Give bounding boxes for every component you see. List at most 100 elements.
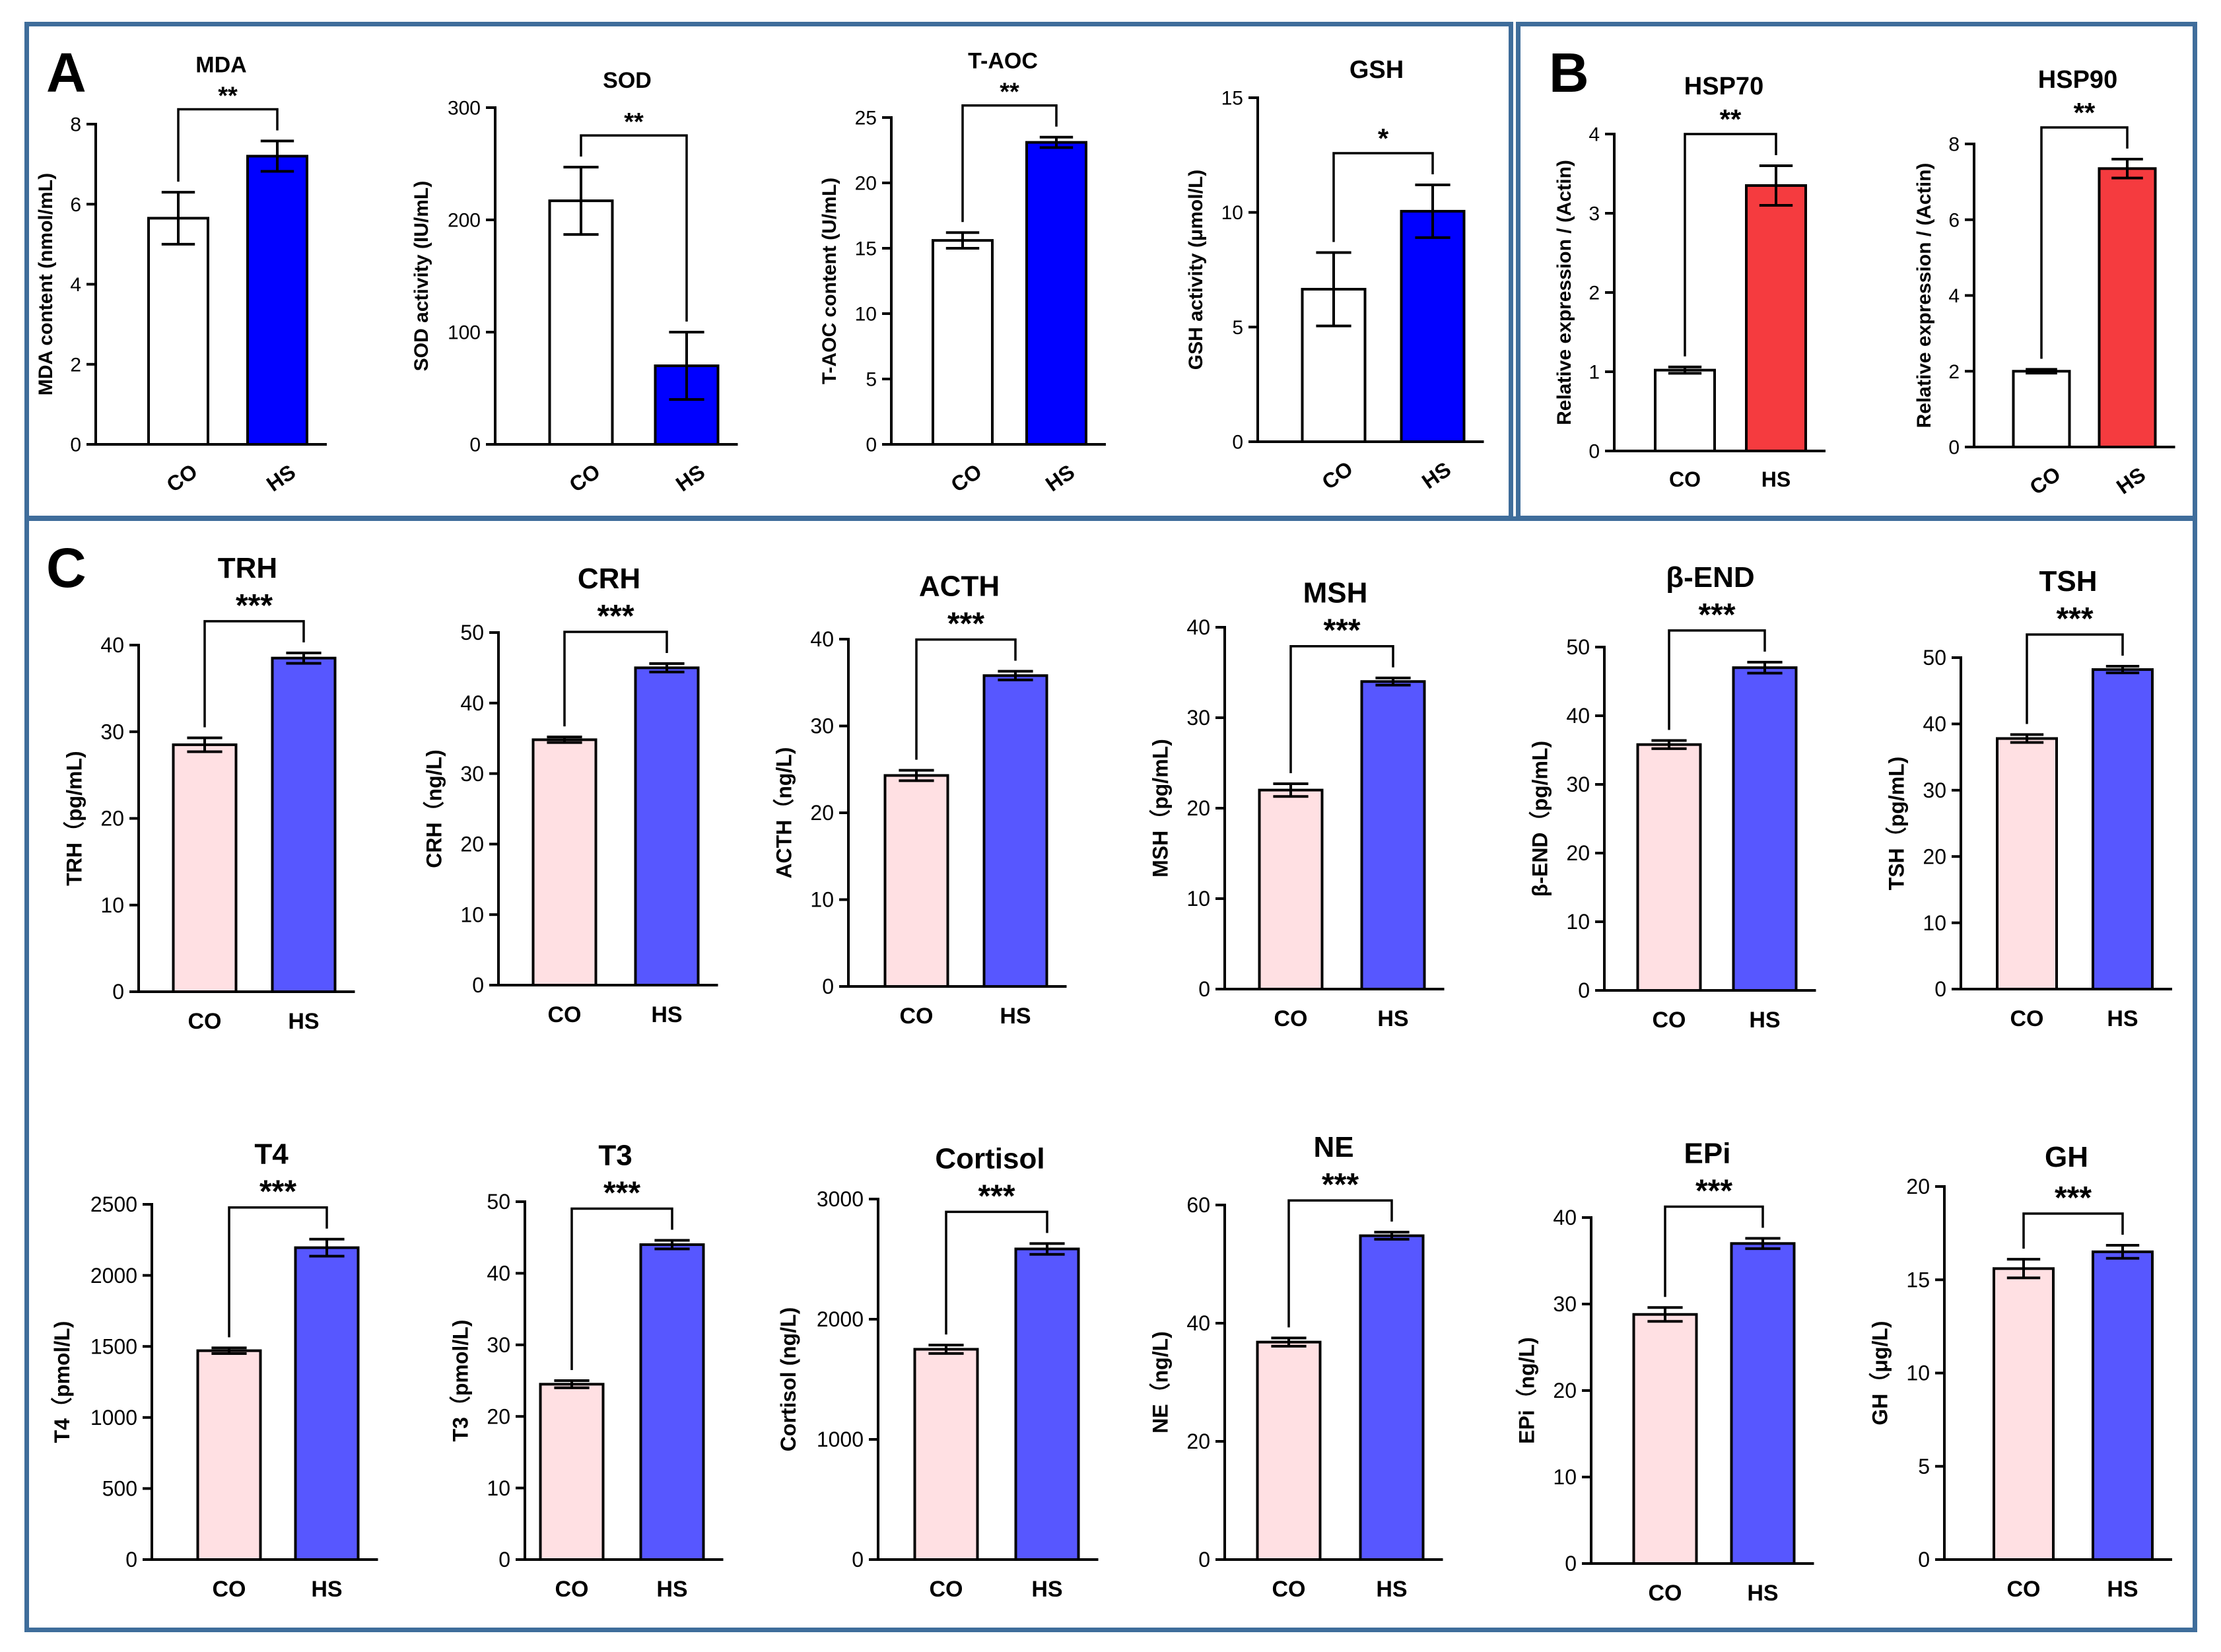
cortisol-x-label-hs: HS bbox=[1031, 1577, 1062, 1602]
gh-y-tick-label: 10 bbox=[1906, 1361, 1930, 1385]
t4-x-label-hs: HS bbox=[311, 1577, 342, 1602]
gsh-y-tick-label: 5 bbox=[1232, 317, 1243, 339]
crh-x-label-co: CO bbox=[548, 1002, 582, 1027]
sod-y-label: SOD activity (IU/mL) bbox=[411, 181, 432, 371]
mda-bar-hs bbox=[246, 155, 308, 446]
t3-x-label-hs: HS bbox=[656, 1577, 687, 1602]
crh-significance-label: *** bbox=[597, 599, 634, 634]
cortisol-y-label: Cortisol (ng/L) bbox=[776, 1307, 800, 1452]
crh-y-label: CRH（ng/L) bbox=[423, 749, 446, 868]
taoc-y-tick-label: 25 bbox=[855, 108, 877, 129]
hsp70-bar-hs bbox=[1745, 184, 1807, 452]
mda-y-tick-label: 6 bbox=[70, 194, 81, 216]
t3-y-tick-label: 10 bbox=[487, 1476, 510, 1500]
hsp70-y-tick-label: 1 bbox=[1589, 362, 1600, 384]
cortisol-bar-hs bbox=[1014, 1247, 1080, 1562]
epi-y-tick-label: 0 bbox=[1565, 1552, 1577, 1575]
hsp70-y-label: Relative expression / (Actin) bbox=[1554, 160, 1575, 425]
acth-bar-hs bbox=[982, 674, 1048, 988]
sod-y-tick-label: 100 bbox=[448, 322, 481, 344]
crh-y-tick-label: 0 bbox=[472, 973, 484, 997]
acth-y-tick-label: 30 bbox=[810, 714, 834, 738]
crh-y-tick-label: 50 bbox=[460, 621, 484, 644]
trh-x-label-hs: HS bbox=[288, 1009, 319, 1034]
bend-y-label: β-END（pg/mL) bbox=[1528, 741, 1552, 897]
bend-y-tick-label: 10 bbox=[1566, 910, 1590, 934]
gh-x-label-co: CO bbox=[2007, 1577, 2041, 1602]
acth-y-tick-label: 20 bbox=[810, 801, 834, 825]
hsp90-y-tick-label: 6 bbox=[1948, 209, 1960, 231]
gh-x-label-hs: HS bbox=[2107, 1577, 2138, 1602]
t3-title: T3 bbox=[598, 1140, 632, 1172]
hsp70-bar-co bbox=[1654, 368, 1716, 452]
trh-significance-bracket bbox=[203, 620, 305, 728]
gh-bar-co bbox=[1993, 1267, 2055, 1562]
gsh-bar-co bbox=[1301, 288, 1367, 444]
sod-bar-co bbox=[548, 199, 614, 446]
sod-y-tick-label: 300 bbox=[448, 98, 481, 120]
bend-y-tick-label: 0 bbox=[1578, 979, 1590, 1002]
acth-significance-bracket bbox=[915, 638, 1017, 760]
trh-x-label-co: CO bbox=[188, 1009, 222, 1034]
epi-y-tick-label: 10 bbox=[1553, 1465, 1577, 1489]
crh-bar-co bbox=[531, 738, 598, 987]
t3-y-tick-label: 40 bbox=[487, 1262, 510, 1286]
taoc-y-tick-label: 5 bbox=[866, 369, 877, 391]
t3-y-tick-label: 50 bbox=[487, 1190, 510, 1214]
cortisol-y-tick-label: 1000 bbox=[817, 1428, 864, 1451]
ne-y-tick-label: 0 bbox=[1198, 1548, 1210, 1571]
ne-x-label-hs: HS bbox=[1376, 1577, 1407, 1602]
epi-significance-label: *** bbox=[1695, 1173, 1732, 1208]
msh-y-label: MSH（pg/mL) bbox=[1149, 739, 1173, 878]
crh-y-tick-label: 10 bbox=[460, 903, 484, 926]
msh-significance-label: *** bbox=[1323, 613, 1360, 648]
acth-bar-co bbox=[883, 774, 949, 988]
t3-bar-hs bbox=[639, 1243, 705, 1562]
tsh-y-tick-label: 50 bbox=[1923, 646, 1946, 670]
msh-y-tick-label: 0 bbox=[1198, 977, 1210, 1001]
tsh-significance-label: *** bbox=[2056, 602, 2093, 637]
tsh-x-label-hs: HS bbox=[2107, 1006, 2138, 1031]
mda-significance-label: ** bbox=[218, 82, 238, 110]
trh-title: TRH bbox=[218, 552, 277, 584]
gh-y-tick-label: 20 bbox=[1906, 1175, 1930, 1198]
ne-x-label-co: CO bbox=[1272, 1577, 1306, 1602]
cortisol-y-tick-label: 3000 bbox=[817, 1187, 864, 1211]
taoc-bar-hs bbox=[1025, 141, 1087, 446]
mda-y-tick-label: 2 bbox=[70, 354, 81, 376]
cortisol-title: Cortisol bbox=[935, 1142, 1044, 1175]
msh-y-tick-label: 20 bbox=[1186, 796, 1210, 820]
trh-y-tick-label: 0 bbox=[112, 980, 124, 1004]
hsp90-y-tick-label: 2 bbox=[1948, 361, 1960, 383]
tsh-x-label-co: CO bbox=[2010, 1006, 2044, 1031]
epi-y-tick-label: 20 bbox=[1553, 1379, 1577, 1402]
crh-title: CRH bbox=[578, 563, 640, 595]
t3-y-label: T3（pmol/L) bbox=[449, 1320, 473, 1442]
hsp90-bar-co bbox=[2012, 370, 2071, 448]
msh-y-tick-label: 40 bbox=[1186, 615, 1210, 639]
hsp70-x-label-co: CO bbox=[1669, 467, 1701, 491]
acth-y-tick-label: 0 bbox=[822, 975, 834, 998]
t3-y-tick-label: 20 bbox=[487, 1404, 510, 1428]
ne-y-label: NE（ng/L) bbox=[1149, 1331, 1173, 1433]
gh-y-tick-label: 15 bbox=[1906, 1268, 1930, 1291]
taoc-y-tick-label: 15 bbox=[855, 238, 877, 260]
msh-y-tick-label: 30 bbox=[1186, 706, 1210, 730]
epi-y-tick-label: 40 bbox=[1553, 1206, 1577, 1229]
hsp90-y-tick-label: 0 bbox=[1948, 437, 1960, 459]
gsh-y-tick-label: 0 bbox=[1232, 432, 1243, 454]
taoc-y-label: T-AOC content (U/mL) bbox=[819, 178, 840, 384]
gh-y-label: GH（μg/L) bbox=[1868, 1321, 1892, 1425]
hsp70-y-tick-label: 0 bbox=[1589, 441, 1600, 463]
mda-y-tick-label: 8 bbox=[70, 114, 81, 136]
acth-x-label-co: CO bbox=[900, 1004, 934, 1029]
msh-x-label-hs: HS bbox=[1377, 1006, 1408, 1031]
epi-title: EPi bbox=[1684, 1137, 1731, 1169]
